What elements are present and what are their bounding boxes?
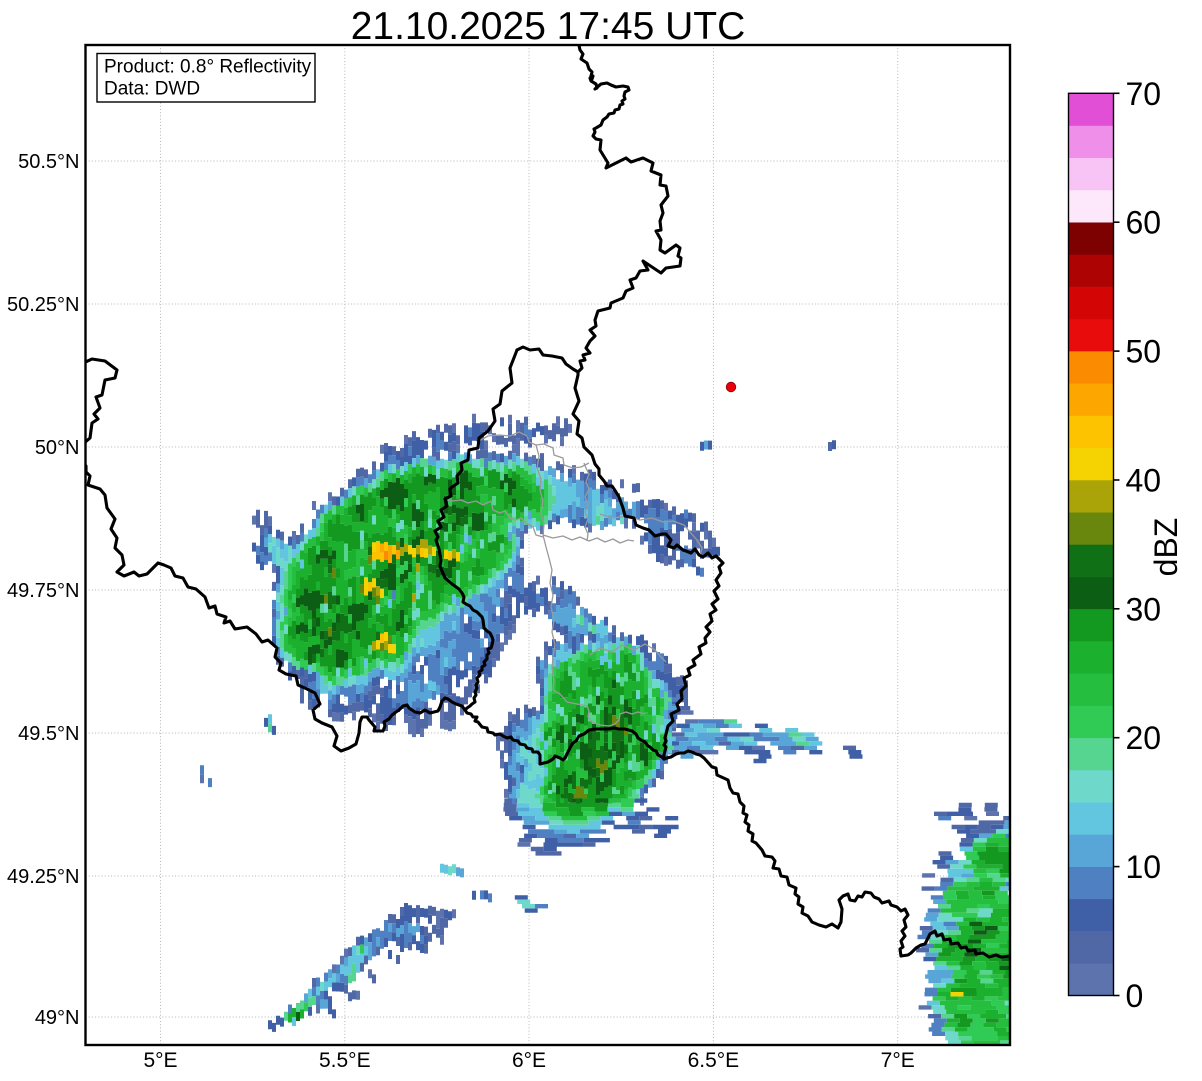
svg-text:10: 10 <box>1126 849 1162 885</box>
svg-text:7°E: 7°E <box>881 1049 915 1072</box>
svg-text:49.25°N: 49.25°N <box>7 866 80 888</box>
svg-text:21.10.2025 17:45 UTC: 21.10.2025 17:45 UTC <box>351 5 746 48</box>
svg-text:5°E: 5°E <box>143 1049 177 1072</box>
svg-text:50°N: 50°N <box>35 437 80 459</box>
svg-text:Product: 0.8° Reflectivity: Product: 0.8° Reflectivity <box>104 57 312 78</box>
svg-text:60: 60 <box>1126 205 1162 241</box>
svg-text:49°N: 49°N <box>35 1007 80 1029</box>
svg-text:50.5°N: 50.5°N <box>18 151 79 173</box>
svg-text:20: 20 <box>1126 720 1162 756</box>
svg-text:0: 0 <box>1126 978 1144 1014</box>
svg-text:6°E: 6°E <box>512 1049 546 1072</box>
svg-text:Data: DWD: Data: DWD <box>104 79 200 100</box>
svg-text:5.5°E: 5.5°E <box>319 1049 371 1072</box>
svg-text:70: 70 <box>1126 76 1162 112</box>
svg-text:50: 50 <box>1126 334 1162 370</box>
svg-text:49.75°N: 49.75°N <box>7 580 80 602</box>
svg-text:50.25°N: 50.25°N <box>7 294 80 316</box>
svg-text:30: 30 <box>1126 591 1162 627</box>
svg-text:dBZ: dBZ <box>1148 518 1184 577</box>
svg-text:40: 40 <box>1126 463 1162 499</box>
svg-text:49.5°N: 49.5°N <box>18 723 79 745</box>
svg-text:6.5°E: 6.5°E <box>688 1049 740 1072</box>
